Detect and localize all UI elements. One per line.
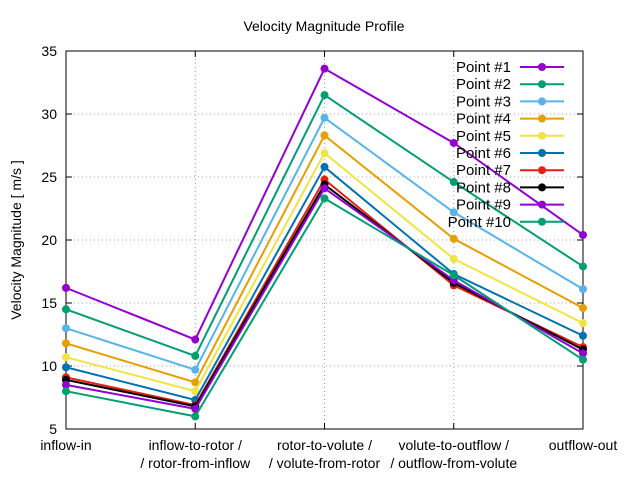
data-point: [579, 319, 587, 328]
data-point: [62, 283, 70, 292]
data-point: [191, 351, 200, 360]
data-point: [579, 285, 587, 294]
series-3: [62, 113, 587, 374]
legend-marker: [538, 200, 546, 209]
data-point: [191, 412, 200, 421]
legend-label: Point #7: [456, 162, 511, 179]
x-ticks: inflow-in inflow-to-rotor / / rotor-from-i…: [40, 51, 617, 471]
data-point: [191, 404, 200, 413]
data-point: [62, 353, 70, 362]
data-point: [320, 149, 329, 158]
data-point: [320, 113, 329, 122]
legend-label: Point #8: [456, 179, 511, 196]
data-point: [579, 262, 587, 271]
x-tick-label: / volute-from-rotor: [269, 455, 381, 471]
legend-label: Point #4: [456, 111, 511, 128]
y-tick-label: 5: [49, 421, 57, 437]
x-tick-label: inflow-to-rotor /: [149, 437, 242, 453]
legend-entry: Point #5: [456, 128, 564, 145]
data-point: [320, 194, 329, 203]
data-point: [62, 324, 70, 333]
legend-label: Point #6: [456, 145, 511, 162]
data-point: [191, 378, 200, 387]
legend-entry: Point #8: [456, 179, 564, 196]
data-point: [449, 208, 458, 217]
data-point: [579, 355, 587, 364]
series-4: [62, 131, 587, 387]
legend-marker: [538, 80, 546, 89]
legend-marker: [538, 97, 546, 106]
y-ticks: 5 10 15 20 25 30 35: [41, 43, 583, 437]
data-point: [62, 339, 70, 348]
x-tick-label: volute-to-outflow /: [399, 437, 510, 453]
legend-entry: Point #10: [448, 214, 564, 231]
legend-label: Point #3: [456, 93, 511, 110]
data-point: [449, 234, 458, 243]
legend-marker: [538, 131, 546, 140]
legend-entry: Point #6: [456, 145, 564, 162]
series-5: [62, 149, 587, 396]
x-tick-label: / outflow-from-volute: [390, 455, 517, 471]
y-tick-label: 35: [41, 43, 57, 59]
y-tick-label: 30: [41, 106, 57, 122]
legend-label: Point #5: [456, 128, 511, 145]
data-point: [449, 271, 458, 280]
legend-label: Point #9: [456, 197, 511, 214]
legend-label: Point #10: [448, 214, 511, 231]
legend-label: Point #1: [456, 59, 511, 76]
legend-entry: Point #2: [456, 76, 564, 93]
chart-title: Velocity Magnitude Profile: [243, 18, 404, 34]
y-tick-label: 10: [41, 358, 57, 374]
data-point: [320, 162, 329, 171]
data-point: [579, 304, 587, 313]
legend-entry: Point #3: [456, 93, 564, 110]
legend-marker: [538, 183, 546, 192]
data-point: [320, 64, 329, 73]
series-group: [62, 64, 587, 421]
y-tick-label: 20: [41, 232, 57, 248]
x-tick-label: inflow-in: [40, 437, 91, 453]
data-point: [579, 349, 587, 358]
data-point: [449, 254, 458, 263]
legend-label: Point #2: [456, 76, 511, 93]
legend-entry: Point #9: [456, 197, 564, 214]
data-point: [449, 138, 458, 147]
legend-marker: [538, 63, 546, 71]
y-tick-label: 25: [41, 169, 57, 185]
legend-marker: [538, 166, 546, 175]
y-axis-label: Velocity Magnitude [ m/s ]: [8, 160, 24, 320]
data-point: [320, 131, 329, 140]
data-point: [320, 91, 329, 100]
data-point: [579, 331, 587, 340]
series-10: [62, 194, 587, 421]
series-1: [62, 64, 587, 344]
data-point: [62, 363, 70, 372]
legend-marker: [538, 217, 546, 226]
data-point: [579, 230, 587, 239]
legend-entry: Point #4: [456, 111, 564, 128]
series-2: [62, 91, 587, 360]
data-point: [62, 305, 70, 314]
data-point: [62, 380, 70, 389]
data-point: [191, 365, 200, 374]
y-tick-label: 15: [41, 295, 57, 311]
legend-entry: Point #7: [456, 162, 564, 179]
data-point: [320, 184, 329, 193]
x-tick-label: rotor-to-volute /: [277, 437, 372, 453]
x-tick-label: / rotor-from-inflow: [140, 455, 251, 471]
data-point: [62, 387, 70, 396]
data-point: [449, 178, 458, 187]
legend-entry: Point #1: [456, 59, 564, 76]
data-point: [191, 387, 200, 396]
legend-marker: [538, 114, 546, 123]
x-tick-label: outflow-out: [549, 437, 618, 453]
data-point: [191, 335, 200, 344]
legend-marker: [538, 149, 546, 157]
